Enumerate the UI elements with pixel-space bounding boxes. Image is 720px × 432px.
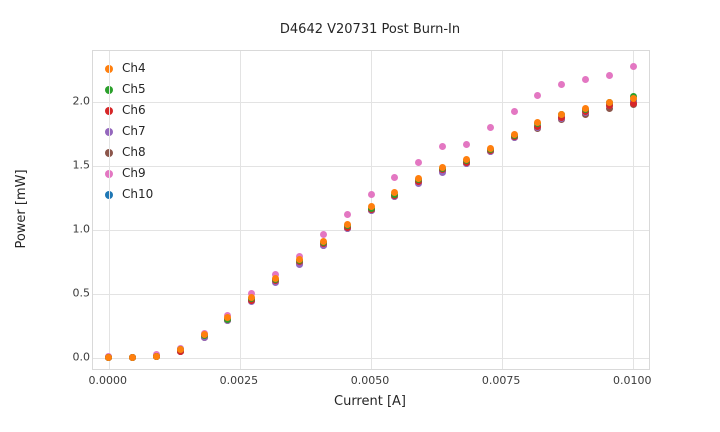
legend-label: Ch8: [122, 145, 146, 159]
data-point-ch4: [510, 130, 518, 138]
data-point-ch9: [415, 158, 423, 166]
data-point-ch9: [367, 190, 375, 198]
legend-item: Ch8: [105, 145, 153, 160]
data-point-ch9: [462, 140, 470, 148]
data-point-ch4: [605, 98, 613, 106]
gridline-vertical: [108, 51, 110, 369]
legend-item: Ch5: [105, 82, 153, 97]
chart-title: D4642 V20731 Post Burn-In: [279, 22, 461, 37]
legend-label: Ch9: [122, 166, 146, 180]
x-tick-label: 0.0100: [613, 374, 652, 387]
x-tick-label: 0.0075: [481, 374, 521, 387]
x-tick-label: 0.0000: [88, 374, 127, 387]
plot-area: Ch4 Ch5 Ch6 Ch7 Ch8 Ch9: [92, 50, 650, 370]
legend-label: Ch10: [122, 187, 154, 201]
y-tick-label: 1.0: [72, 222, 91, 236]
data-point-ch6: [605, 102, 613, 110]
data-point-ch4: [582, 104, 590, 112]
legend: Ch4 Ch5 Ch6 Ch7 Ch8 Ch9: [105, 61, 153, 202]
data-point-ch4: [558, 111, 566, 119]
legend-item: Ch9: [105, 166, 153, 181]
data-point-ch4: [439, 163, 447, 171]
gridline-vertical: [239, 51, 241, 369]
data-point-ch4: [272, 274, 280, 282]
data-point-ch4: [534, 119, 542, 127]
legend-label: Ch6: [122, 103, 146, 117]
data-point-ch9: [486, 124, 494, 132]
data-point-ch4: [486, 144, 494, 152]
data-point-ch4: [391, 189, 399, 197]
legend-item: Ch7: [105, 124, 153, 139]
data-point-ch9: [558, 80, 566, 88]
data-point-ch4: [248, 293, 256, 301]
data-point-ch9: [319, 231, 327, 239]
data-point-ch9: [248, 290, 256, 298]
data-point-ch9: [439, 143, 447, 151]
gridline-horizontal: [93, 229, 649, 231]
gridline-vertical: [633, 51, 635, 369]
gridline-horizontal: [93, 102, 649, 104]
data-point-ch4: [367, 203, 375, 211]
data-point-ch4: [224, 314, 232, 322]
data-point-ch4: [629, 94, 637, 102]
legend-label: Ch7: [122, 124, 146, 138]
data-point-ch9: [510, 107, 518, 115]
data-point-ch9: [272, 270, 280, 278]
data-point-ch4: [129, 354, 137, 361]
y-tick-label: 2.0: [72, 94, 91, 108]
data-point-ch4: [343, 221, 351, 229]
legend-item: Ch4: [105, 61, 153, 76]
data-point-ch9: [605, 71, 613, 79]
y-axis-label: Power [mW]: [14, 169, 29, 249]
gridline-horizontal: [93, 165, 649, 167]
data-point-ch4: [152, 352, 160, 360]
gridline-horizontal: [93, 357, 649, 359]
x-tick-label: 0.0050: [350, 374, 390, 387]
legend-label: Ch4: [122, 61, 146, 75]
legend-item: Ch6: [105, 103, 153, 118]
y-tick-label: 1.5: [72, 158, 91, 172]
data-point-ch9: [343, 210, 351, 218]
data-point-ch9: [582, 75, 590, 83]
x-axis-label: Current [A]: [334, 394, 406, 409]
data-point-ch4: [319, 237, 327, 245]
data-point-ch4: [462, 156, 470, 164]
data-point-ch4: [295, 255, 303, 263]
data-point-ch9: [534, 92, 542, 100]
x-tick-label: 0.0025: [219, 374, 259, 387]
data-point-ch4: [415, 175, 423, 183]
data-point-ch6: [629, 99, 637, 107]
gridline-horizontal: [93, 293, 649, 295]
data-point-ch9: [391, 173, 399, 181]
gridline-vertical: [502, 51, 504, 369]
data-point-ch4: [176, 346, 184, 354]
data-point-ch4: [105, 354, 113, 361]
y-tick-label: 0.5: [72, 286, 91, 300]
data-point-ch9: [629, 62, 637, 70]
data-point-ch4: [200, 331, 208, 339]
legend-label: Ch5: [122, 82, 146, 96]
legend-item: Ch10: [105, 187, 153, 202]
y-tick-label: 0.0: [72, 350, 91, 363]
